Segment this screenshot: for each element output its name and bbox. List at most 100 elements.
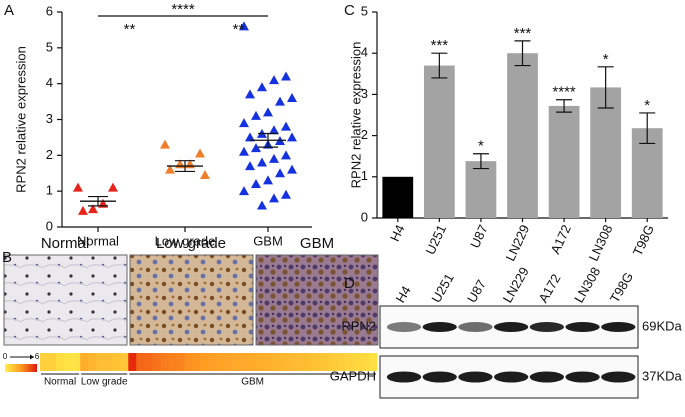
histology-label: Normal bbox=[41, 235, 89, 252]
heatmap-cell bbox=[344, 353, 354, 371]
blot-band bbox=[422, 371, 457, 383]
heatmap-cell bbox=[192, 353, 201, 371]
data-point bbox=[263, 107, 273, 117]
bar bbox=[590, 87, 622, 218]
heatmap-cell bbox=[152, 353, 161, 371]
bar bbox=[507, 53, 538, 219]
heatmap-cell bbox=[328, 353, 338, 371]
lane-label: H4 bbox=[393, 283, 414, 305]
heatmap-cell bbox=[128, 353, 137, 371]
data-point bbox=[269, 193, 279, 203]
x-tick-label: U87 bbox=[467, 222, 491, 250]
heatmap-cell bbox=[256, 353, 265, 371]
heatmap-cell bbox=[272, 353, 282, 371]
heatmap-cell bbox=[64, 353, 73, 371]
heatmap-cell bbox=[208, 353, 217, 371]
heatmap-cell bbox=[248, 353, 257, 371]
heatmap-cell bbox=[232, 353, 241, 371]
blot-band bbox=[565, 322, 600, 332]
blot-band bbox=[494, 371, 529, 383]
data-point bbox=[287, 164, 297, 174]
heatmap-cell bbox=[368, 353, 378, 371]
panel-label: C bbox=[344, 2, 355, 19]
sem-bar bbox=[258, 132, 278, 148]
x-tick-label: LN229 bbox=[503, 222, 533, 263]
lane-label: T98G bbox=[607, 270, 636, 306]
data-point bbox=[245, 132, 255, 142]
data-point bbox=[257, 157, 267, 167]
x-tick-label: A172 bbox=[547, 222, 573, 256]
data-point bbox=[245, 89, 255, 99]
data-point bbox=[281, 121, 291, 131]
blot-band bbox=[458, 371, 493, 383]
heatmap-cell bbox=[120, 353, 129, 371]
blot-band bbox=[422, 322, 457, 332]
data-point bbox=[281, 150, 291, 160]
group-label: GBM bbox=[241, 377, 264, 388]
heatmap-cell bbox=[320, 353, 330, 371]
heatmap-cell bbox=[296, 353, 306, 371]
y-tick-label: 2 bbox=[361, 127, 368, 142]
heatmap-cell bbox=[72, 353, 81, 371]
data-point bbox=[239, 146, 249, 156]
heatmap-cell bbox=[88, 353, 97, 371]
heatmap-cell bbox=[40, 353, 49, 371]
y-tick-label: 4 bbox=[46, 75, 53, 90]
data-point bbox=[78, 205, 88, 215]
heatmap-cell bbox=[224, 353, 233, 371]
x-tick-label: U251 bbox=[422, 222, 449, 257]
heatmap-cell bbox=[352, 353, 362, 371]
bar bbox=[465, 161, 497, 218]
data-point bbox=[239, 118, 249, 128]
heatmap-cell bbox=[112, 353, 121, 371]
data-point bbox=[275, 168, 285, 178]
sem-bar bbox=[175, 160, 195, 173]
data-point bbox=[195, 148, 205, 158]
blot-band bbox=[386, 371, 422, 383]
error-bar bbox=[556, 99, 573, 113]
significance-label: * bbox=[478, 138, 484, 155]
data-point bbox=[239, 21, 249, 31]
x-tick-label: Low grade bbox=[155, 233, 216, 248]
blot-band bbox=[601, 371, 636, 383]
y-tick-label: 6 bbox=[46, 3, 53, 18]
heatmap-cell bbox=[80, 353, 89, 371]
blot-band bbox=[458, 322, 493, 332]
heatmap-cell bbox=[216, 353, 225, 371]
heatmap-cell bbox=[104, 353, 113, 371]
data-point bbox=[269, 153, 279, 163]
significance-label: * bbox=[644, 97, 650, 114]
data-point bbox=[251, 143, 261, 153]
data-point bbox=[281, 189, 291, 199]
blot-band bbox=[529, 322, 564, 332]
error-bar bbox=[472, 153, 489, 170]
significance-label: *** bbox=[431, 37, 449, 54]
y-tick-label: 3 bbox=[361, 86, 368, 101]
data-point bbox=[263, 175, 273, 185]
error-bar bbox=[597, 66, 614, 109]
heatmap-cell bbox=[184, 353, 193, 371]
data-point bbox=[165, 164, 175, 174]
heatmap-cell bbox=[360, 353, 370, 371]
histology-image bbox=[3, 254, 128, 346]
bar bbox=[423, 65, 455, 218]
heatmap-cell bbox=[136, 353, 145, 371]
lane-label: A172 bbox=[535, 271, 563, 305]
group-label: Low grade bbox=[81, 377, 128, 388]
colorbar-tick-label: 0 bbox=[3, 352, 8, 361]
histology-image bbox=[129, 254, 254, 346]
y-tick-label: 2 bbox=[46, 147, 53, 162]
heatmap-cell bbox=[144, 353, 153, 371]
histology-label: GBM bbox=[300, 235, 334, 252]
data-point bbox=[251, 110, 261, 120]
x-tick-label: GBM bbox=[253, 233, 283, 248]
data-point bbox=[269, 125, 279, 135]
blot-row-label: GAPDH bbox=[330, 368, 376, 383]
heatmap-cell bbox=[168, 353, 177, 371]
data-point bbox=[251, 179, 261, 188]
data-point bbox=[257, 200, 267, 210]
colorbar-arrowhead bbox=[30, 354, 34, 360]
heatmap-cell bbox=[200, 353, 209, 371]
histology-label: Low grade bbox=[156, 235, 226, 252]
